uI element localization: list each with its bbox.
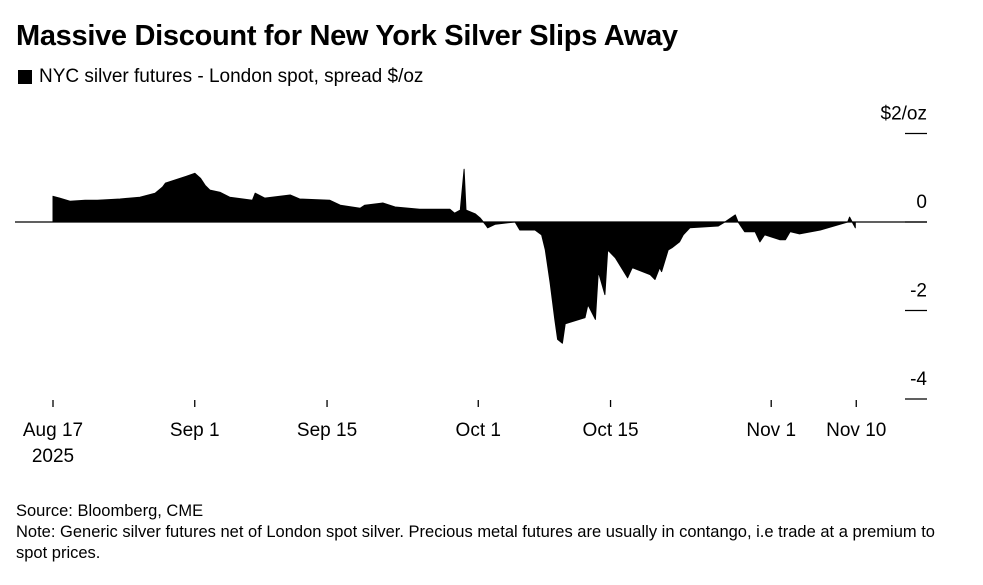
note-text: Note: Generic silver futures net of Lond… (16, 523, 935, 562)
spread-area (52, 168, 856, 344)
y-tick-label: 0 (916, 192, 927, 213)
x-tick-label: Oct 1 (456, 420, 501, 441)
x-tick-label: Sep 1 (170, 420, 220, 441)
legend-swatch (18, 70, 32, 84)
y-tick-label: -4 (910, 369, 927, 390)
legend: NYC silver futures - London spot, spread… (18, 66, 423, 88)
x-tick-label: Aug 17 (23, 420, 83, 441)
footnote: Source: Bloomberg, CME Note: Generic sil… (16, 501, 966, 564)
x-tick-label: Oct 15 (583, 420, 639, 441)
x-tick-label: Nov 10 (826, 420, 886, 441)
x-tick-sublabel: 2025 (32, 446, 74, 467)
x-tick-label: Sep 15 (297, 420, 357, 441)
source-text: Source: Bloomberg, CME (16, 502, 204, 520)
legend-label: NYC silver futures - London spot, spread… (39, 66, 424, 87)
chart-title: Massive Discount for New York Silver Sli… (16, 20, 678, 52)
y-tick-label: $2/oz (881, 104, 927, 125)
y-tick-label: -2 (910, 281, 927, 302)
x-tick-label: Nov 1 (746, 420, 796, 441)
